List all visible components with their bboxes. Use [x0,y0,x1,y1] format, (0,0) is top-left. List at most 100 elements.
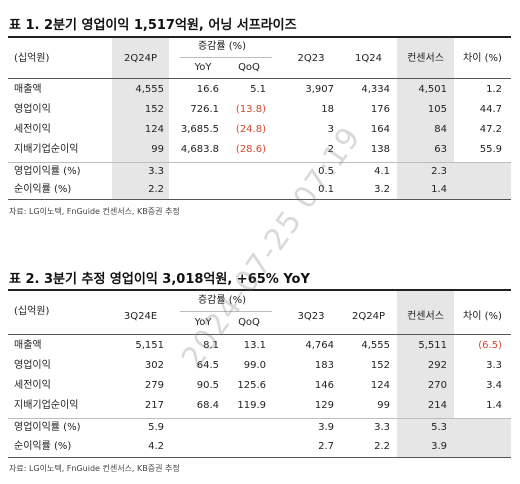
cell-qoq: 13.1 [243,340,266,351]
table-2-source: 자료: LG이노텍, FnGuide 컨센서스, KB증권 추정 [9,464,180,473]
table-1-header-current: 2Q24P [124,53,157,64]
cell-prior-year: 183 [314,360,334,371]
cell-current: 217 [144,400,164,411]
row-label: 영업이익 [14,104,51,115]
cell-diff: (6.5) [478,340,502,351]
table-1-header-prior-quarter: 1Q24 [355,53,382,64]
table-2-top-rule [8,289,511,291]
table-2-header-diff: 차이 (%) [463,311,502,322]
cell-current: 279 [144,380,164,391]
cell-prior-quarter: 152 [370,360,390,371]
table-2-header-yoy: YoY [194,317,212,328]
row-label: 매출액 [14,340,42,351]
table-1-current-column-shade [112,38,169,199]
table-1-ratio-rule [8,162,511,163]
cell-consensus: 5,511 [418,340,447,351]
table-2-header-prior-year: 3Q23 [297,311,325,322]
table-2-header-current: 3Q24E [123,311,158,322]
table-1-header-diff: 차이 (%) [463,53,502,64]
table-1-consensus-column-shade [397,38,454,199]
table-2-header-growth: 증감률 (%) [197,295,247,306]
row-label: 영업이익 [14,360,51,371]
cell-consensus: 5.3 [431,422,447,433]
cell-consensus: 1.4 [431,184,447,195]
cell-prior-year: 0.5 [318,166,334,177]
cell-yoy: 8.1 [203,340,219,351]
row-label: 지배기업순이익 [14,144,79,155]
cell-diff: 1.2 [486,84,502,95]
cell-yoy: 64.5 [196,360,219,371]
cell-yoy: 3,685.5 [180,124,219,135]
table-1-header-rule [8,78,511,79]
table-1-header-qoq: QoQ [238,62,260,73]
cell-prior-year: 3.9 [318,422,334,433]
table-2-header-consensus: 컨센서스 [407,311,444,322]
cell-current: 99 [151,144,164,155]
cell-yoy: 90.5 [196,380,219,391]
cell-qoq: (28.6) [235,144,266,155]
table-1-bottom-rule [8,199,511,200]
table-2-diff-empty-shade [454,419,511,457]
cell-qoq: (24.8) [235,124,266,135]
row-label: 세전이익 [14,380,51,391]
row-label: 순이익률 (%) [14,441,72,452]
table-1-top-rule [8,36,511,38]
cell-prior-year: 2 [327,144,334,155]
table-2-header-rule [8,334,511,335]
table-2-title: 표 2. 3분기 추정 영업이익 3,018억원, +65% YoY [9,272,310,287]
cell-consensus: 2.3 [431,166,447,177]
cell-prior-year: 2.7 [318,441,334,452]
cell-consensus: 270 [427,380,447,391]
cell-consensus: 214 [427,400,447,411]
cell-prior-quarter: 138 [370,144,390,155]
cell-consensus: 84 [434,124,447,135]
table-1-unit-label: (십억원) [14,53,50,64]
cell-prior-year: 3 [327,124,334,135]
table-2-unit-label: (십억원) [14,306,50,317]
table-2-growth-underline [180,311,272,312]
cell-current: 2.2 [148,184,164,195]
table-2-header-prior-quarter: 2Q24P [352,311,385,322]
row-label: 영업이익률 (%) [14,166,81,177]
cell-current: 152 [144,104,164,115]
table-2-header-qoq: QoQ [238,317,260,328]
cell-prior-year: 129 [314,400,334,411]
cell-prior-quarter: 124 [370,380,390,391]
row-label: 세전이익 [14,124,51,135]
row-label: 매출액 [14,84,42,95]
cell-qoq: 5.1 [250,84,266,95]
cell-prior-quarter: 4.1 [374,166,390,177]
cell-yoy: 4,683.8 [180,144,219,155]
cell-current: 124 [144,124,164,135]
cell-prior-quarter: 2.2 [374,441,390,452]
cell-prior-quarter: 164 [370,124,390,135]
cell-current: 4,555 [135,84,164,95]
cell-consensus: 292 [427,360,447,371]
cell-diff: 44.7 [479,104,502,115]
cell-current: 302 [144,360,164,371]
timestamp-watermark: 2024-07-25 07:19 [175,120,368,376]
cell-diff: 3.4 [486,380,502,391]
cell-consensus: 4,501 [418,84,447,95]
cell-prior-quarter: 4,555 [361,340,390,351]
cell-qoq: (13.8) [235,104,266,115]
table-1-header-growth: 증감률 (%) [197,41,247,52]
cell-prior-quarter: 3.3 [374,422,390,433]
cell-diff: 55.9 [479,144,502,155]
cell-yoy: 68.4 [196,400,219,411]
table-2-consensus-column-shade [397,291,454,457]
table-1-header-prior-year: 2Q23 [297,53,325,64]
cell-prior-quarter: 4,334 [361,84,390,95]
cell-prior-quarter: 99 [377,400,390,411]
table-1-title: 표 1. 2분기 영업이익 1,517억원, 어닝 서프라이즈 [9,18,297,33]
cell-current: 5.9 [148,422,164,433]
row-label: 지배기업순이익 [14,400,79,411]
cell-current: 4.2 [148,441,164,452]
cell-qoq: 125.6 [237,380,266,391]
table-1-diff-empty-shade [454,163,511,199]
table-1-source: 자료: LG이노텍, FnGuide 컨센서스, KB증권 추정 [9,207,180,216]
row-label: 순이익률 (%) [14,184,72,195]
cell-current: 3.3 [148,166,164,177]
cell-prior-quarter: 3.2 [374,184,390,195]
cell-prior-year: 4,764 [305,340,334,351]
